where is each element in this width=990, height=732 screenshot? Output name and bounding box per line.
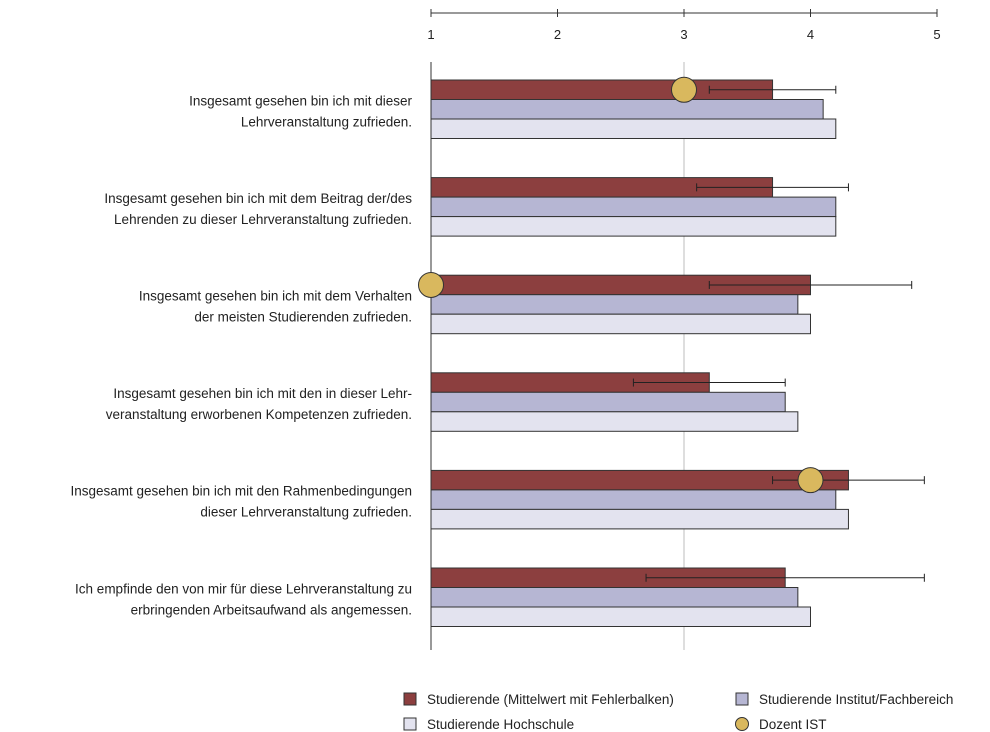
dozent-marker: [671, 76, 697, 103]
legend-label: Studierende Hochschule: [427, 717, 574, 732]
legend: Studierende (Mittelwert mit Fehlerbalken…: [403, 692, 953, 732]
legend-label: Dozent IST: [759, 717, 827, 732]
category-label: Insgesamt gesehen bin ich mit den Rahmen…: [71, 484, 412, 520]
error-bar: [645, 573, 925, 582]
legend-swatch: [735, 692, 749, 706]
legend-item-institut: Studierende Institut/Fachbereich: [735, 692, 953, 707]
legend-label: Studierende (Mittelwert mit Fehlerbalken…: [427, 692, 674, 707]
dozent-marker: [418, 271, 444, 298]
category-label: Insgesamt gesehen bin ich mit dem Verhal…: [139, 288, 412, 324]
x-tick-label: 5: [933, 27, 940, 42]
bar-institut: [430, 489, 837, 510]
error-bar: [632, 378, 786, 387]
category-label-line: Insgesamt gesehen bin ich mit dem Verhal…: [139, 288, 412, 303]
category-label-line: Insgesamt gesehen bin ich mit den in die…: [113, 386, 412, 401]
category-label: Ich empfinde den von mir für diese Lehrv…: [75, 581, 412, 617]
bar-hochschule: [430, 313, 811, 335]
legend-label: Studierende Institut/Fachbereich: [759, 692, 953, 707]
bar-hochschule: [430, 411, 799, 432]
category-label-line: Insgesamt gesehen bin ich mit den Rahmen…: [71, 484, 412, 499]
category-labels: Insgesamt gesehen bin ich mit dieser Lehr…: [71, 93, 413, 617]
error-bar: [696, 183, 849, 192]
legend-item-dozent: Dozent IST: [735, 717, 827, 732]
category-label: Insgesamt gesehen bin ich mit den in die…: [106, 386, 412, 422]
legend-swatch: [403, 717, 417, 731]
category-label-line: dieser Lehrveranstaltung zufrieden.: [200, 505, 412, 520]
error-bar: [708, 85, 837, 94]
axis-layer: 1 2 3 4 5: [427, 9, 941, 650]
category-label-line: veranstaltung erworbenen Kompetenzen zuf…: [106, 407, 412, 422]
bars: [430, 79, 849, 627]
legend-swatch: [735, 717, 749, 731]
legend-swatch: [403, 692, 417, 706]
category-label-line: erbringenden Arbeitsaufwand als angemess…: [131, 602, 412, 617]
bar-institut: [430, 196, 837, 218]
bar-hochschule: [430, 508, 849, 530]
x-tick-label: 2: [554, 27, 561, 42]
bar-institut: [430, 587, 799, 608]
category-label-line: der meisten Studierenden zufrieden.: [194, 309, 412, 324]
legend-item-studierende: Studierende (Mittelwert mit Fehlerbalken…: [403, 692, 674, 707]
category-label: Insgesamt gesehen bin ich mit dieser Lehr…: [189, 93, 412, 129]
bar-institut: [430, 294, 799, 315]
category-label-line: Lehrenden zu dieser Lehrveranstaltung zu…: [114, 212, 412, 227]
bar-hochschule: [430, 216, 837, 237]
error-bars: [632, 85, 925, 582]
bar-institut: [430, 99, 824, 120]
category-label-line: Ich empfinde den von mir für diese Lehrv…: [75, 581, 412, 596]
bar-hochschule: [430, 606, 811, 627]
category-label: Insgesamt gesehen bin ich mit dem Beitra…: [104, 191, 412, 227]
category-label-line: Insgesamt gesehen bin ich mit dem Beitra…: [104, 191, 412, 206]
category-label-line: Lehrveranstaltung zufrieden.: [241, 114, 412, 129]
x-tick-label: 3: [680, 27, 687, 42]
dozent-markers: [418, 76, 824, 494]
bar-hochschule: [430, 118, 837, 139]
legend-item-hochschule: Studierende Hochschule: [403, 717, 574, 732]
category-label-line: Insgesamt gesehen bin ich mit dieser: [189, 93, 412, 108]
dozent-marker: [797, 467, 824, 494]
bar-institut: [430, 391, 786, 413]
x-tick-label: 4: [807, 27, 814, 42]
error-bar: [708, 280, 913, 289]
x-tick-label: 1: [427, 27, 434, 42]
